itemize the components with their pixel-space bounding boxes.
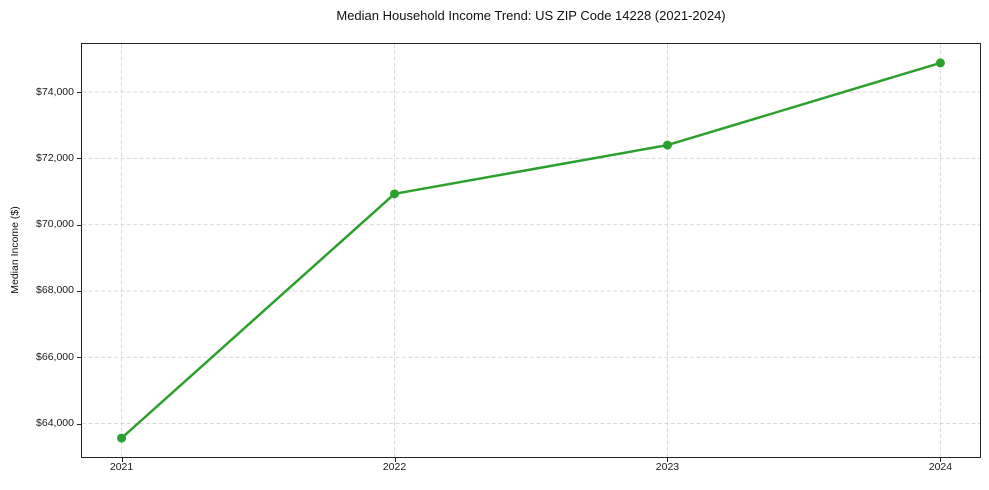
y-tick-label: $74,000	[36, 85, 74, 98]
x-tick-label: 2024	[928, 461, 953, 473]
plot-area	[81, 43, 981, 458]
data-point-2022	[390, 189, 400, 199]
data-point-2024	[935, 58, 945, 68]
x-tick-mark	[940, 458, 942, 462]
y-tick-mark	[77, 290, 81, 292]
y-tick-mark	[77, 92, 81, 94]
y-tick-label: $68,000	[36, 284, 74, 297]
x-tick-label: 2023	[655, 461, 680, 473]
income-trend-line	[120, 61, 942, 440]
chart-title: Median Household Income Trend: US ZIP Co…	[336, 8, 726, 23]
y-tick-mark	[77, 158, 81, 160]
line-plot-svg	[82, 44, 980, 457]
data-point-2023	[662, 140, 672, 150]
x-tick-label: 2022	[382, 461, 407, 473]
x-tick-label: 2021	[109, 461, 134, 473]
data-point-2021	[117, 433, 127, 443]
x-tick-mark	[121, 458, 123, 462]
y-tick-mark	[77, 224, 81, 226]
y-tick-label: $70,000	[36, 218, 74, 231]
x-tick-mark	[394, 458, 396, 462]
y-tick-label: $64,000	[36, 417, 74, 430]
y-tick-label: $72,000	[36, 151, 74, 164]
y-tick-label: $66,000	[36, 350, 74, 363]
y-tick-mark	[77, 423, 81, 425]
y-tick-mark	[77, 357, 81, 359]
x-tick-mark	[667, 458, 669, 462]
